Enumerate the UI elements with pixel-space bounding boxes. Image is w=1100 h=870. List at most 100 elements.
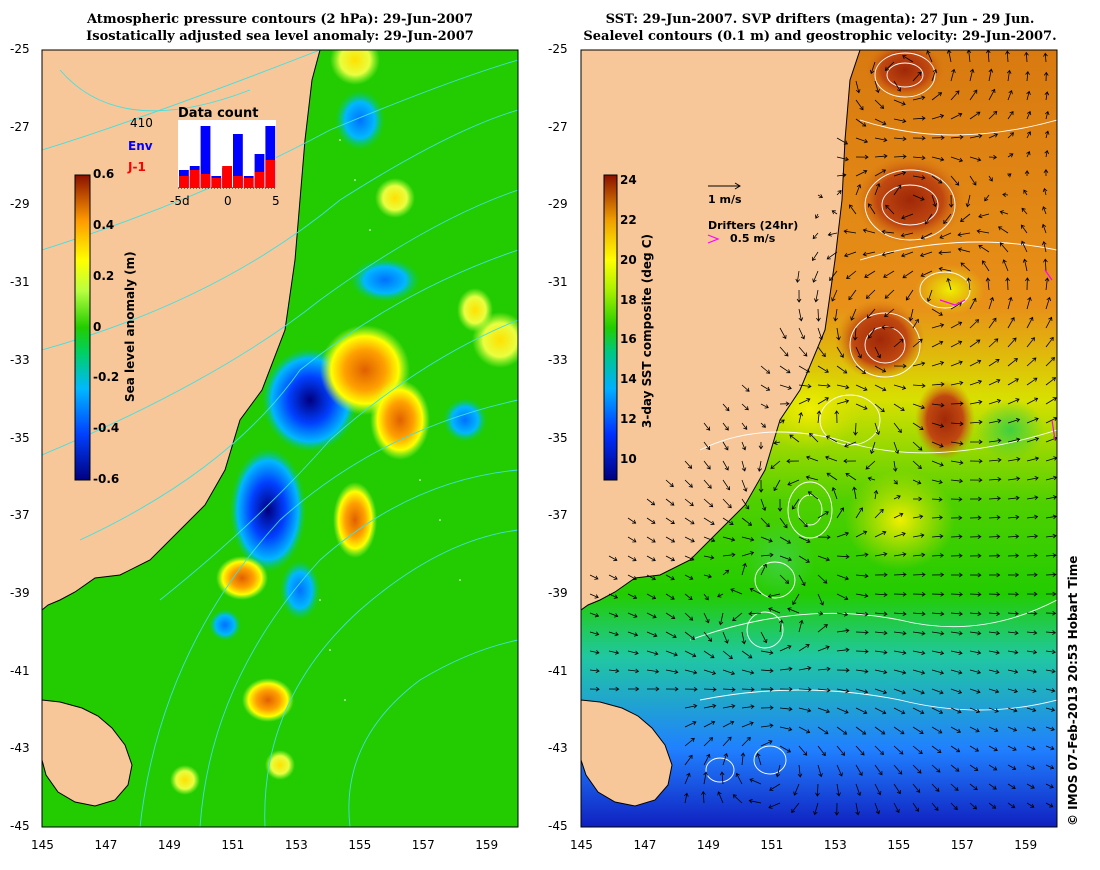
velocity-arrow	[836, 647, 850, 653]
velocity-arrow	[1042, 206, 1047, 215]
velocity-arrow	[836, 156, 849, 162]
velocity-arrow	[884, 61, 895, 71]
velocity-arrow	[703, 498, 714, 508]
right-lon-tick: 159	[1014, 838, 1038, 852]
velocity-arrow	[950, 707, 962, 714]
velocity-arrow	[912, 361, 926, 367]
velocity-arrow	[665, 574, 675, 581]
velocity-arrow	[931, 381, 945, 387]
velocity-arrow	[893, 707, 906, 715]
velocity-arrow	[722, 460, 729, 471]
velocity-arrow	[1007, 317, 1015, 329]
velocity-arrow	[836, 137, 849, 145]
velocity-arrow	[760, 384, 771, 391]
velocity-arrow	[665, 650, 678, 657]
velocity-arrow	[988, 88, 996, 101]
velocity-arrow	[912, 135, 926, 141]
velocity-arrow	[646, 593, 657, 600]
left-lon-tick: 147	[94, 838, 118, 852]
velocity-arrow	[836, 190, 842, 196]
velocity-arrow	[988, 438, 1002, 444]
velocity-arrow	[684, 612, 694, 621]
velocity-arrow	[1007, 649, 1019, 655]
sst-colorbar-label: 3-day SST composite (deg C)	[640, 233, 654, 428]
velocity-arrow	[938, 250, 952, 256]
velocity-arrow	[836, 384, 850, 390]
velocity-arrow	[950, 688, 963, 695]
velocity-arrow	[779, 555, 792, 562]
velocity-arrow	[758, 479, 764, 493]
velocity-arrow	[777, 498, 783, 512]
velocity-arrow	[798, 327, 806, 340]
velocity-arrow	[969, 111, 981, 120]
velocity-arrow	[798, 308, 804, 322]
velocity-arrow	[893, 531, 906, 538]
velocity-arrow	[1007, 153, 1014, 158]
velocity-arrow	[960, 262, 971, 272]
velocity-arrow	[874, 346, 882, 359]
inset-title: Data count	[178, 106, 259, 121]
sst-colorbar-tick: 10	[620, 452, 637, 467]
velocity-arrow	[912, 572, 926, 577]
velocity-arrow	[855, 707, 868, 715]
velocity-arrow	[646, 669, 660, 674]
velocity-arrow	[836, 707, 849, 714]
velocity-arrow	[836, 365, 848, 374]
velocity-arrow	[798, 707, 812, 713]
velocity-arrow	[1007, 764, 1017, 770]
velocity-arrow	[836, 399, 850, 405]
velocity-arrow	[779, 401, 790, 407]
velocity-arrow	[988, 515, 1001, 520]
velocity-arrow	[817, 745, 826, 757]
velocity-arrow	[798, 619, 804, 633]
velocity-arrow	[931, 783, 940, 792]
right-land-tasmania	[581, 699, 673, 807]
velocity-arrow	[1045, 553, 1057, 558]
velocity-arrow	[931, 497, 943, 502]
velocity-arrow	[957, 247, 971, 253]
velocity-arrow	[1023, 189, 1028, 196]
right-land-mainland	[581, 50, 861, 611]
velocity-arrow	[826, 472, 838, 481]
velocity-arrow	[834, 410, 840, 424]
velocity-arrow	[969, 339, 981, 348]
velocity-arrow	[893, 512, 904, 519]
velocity-arrow	[589, 593, 599, 599]
velocity-arrow	[703, 771, 708, 785]
velocity-arrow	[1007, 553, 1020, 559]
velocity-arrow	[1026, 514, 1039, 520]
velocity-arrow	[950, 553, 963, 559]
velocity-arrow	[703, 441, 711, 451]
velocity-arrow	[869, 61, 876, 75]
velocity-arrow	[684, 737, 695, 747]
velocity-arrow	[773, 440, 781, 445]
velocity-arrow	[646, 686, 660, 692]
velocity-arrow	[760, 668, 774, 674]
velocity-arrow	[874, 183, 881, 196]
left-lat-tick: -43	[10, 741, 30, 756]
velocity-arrow	[855, 346, 862, 359]
left-lon-tick: 149	[157, 838, 181, 852]
velocity-arrow	[722, 631, 729, 644]
velocity-arrow	[988, 630, 1001, 636]
right-lon-tick: 153	[823, 838, 847, 852]
velocity-arrow	[1007, 572, 1020, 578]
velocity-arrow	[912, 783, 921, 793]
velocity-arrow	[874, 592, 888, 597]
velocity-arrow	[998, 226, 1009, 234]
velocity-arrow	[1007, 110, 1014, 120]
sst-colorbar-tick: 18	[620, 292, 637, 307]
velocity-arrow	[1007, 745, 1017, 751]
velocity-arrow	[969, 89, 978, 101]
left-lon-tick: 153	[284, 838, 308, 852]
velocity-arrow	[988, 477, 1002, 482]
velocity-arrow	[946, 277, 952, 291]
velocity-arrow	[1026, 296, 1032, 310]
velocity-arrow	[1044, 149, 1050, 158]
velocity-arrow	[730, 588, 743, 595]
velocity-arrow	[1045, 572, 1057, 578]
velocity-arrow	[969, 133, 983, 139]
velocity-arrow	[741, 460, 747, 472]
velocity-arrow	[1026, 397, 1039, 405]
velocity-arrow	[827, 232, 838, 237]
